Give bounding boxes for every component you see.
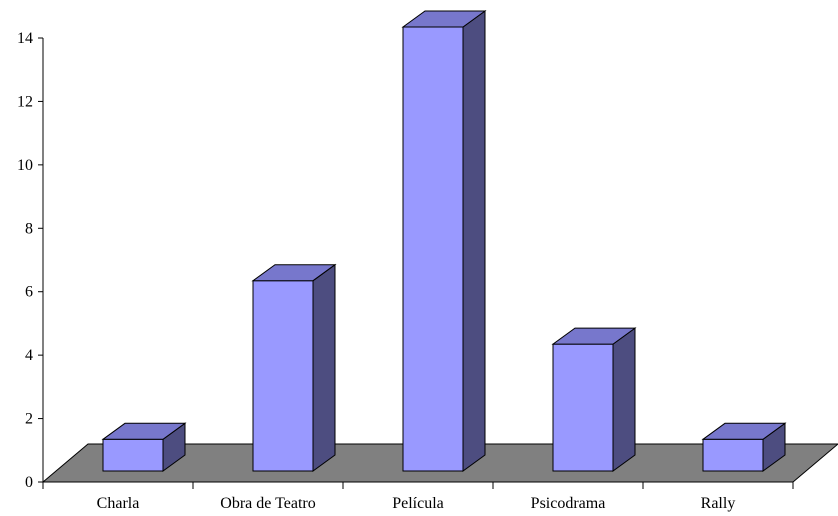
y-tick-label: 0 (25, 474, 33, 491)
y-tick-label: 6 (25, 284, 33, 301)
x-category-label: Psicodrama (531, 495, 606, 512)
y-tick-label: 2 (25, 411, 33, 428)
bar (701, 422, 787, 472)
y-tick-label: 14 (17, 30, 33, 47)
bar-side-face (612, 327, 636, 472)
bar-side-face (312, 263, 336, 472)
bar (251, 263, 337, 472)
bar-top-face (101, 422, 187, 440)
bar-top-face (701, 422, 787, 440)
bar-front-face (402, 26, 464, 472)
y-tick-label: 8 (25, 220, 33, 237)
bar-side-face (462, 10, 486, 472)
y-tick-label: 10 (17, 157, 33, 174)
x-axis-ticks: Charla Obra de Teatro Película Psicodrama Ra… (42, 482, 794, 512)
bar (101, 422, 187, 472)
x-category-label: Rally (701, 495, 736, 512)
y-axis-ticks: 0 2 4 6 8 10 12 14 (17, 30, 43, 491)
bars (101, 10, 787, 472)
bar-top-face (401, 10, 487, 28)
bar (401, 10, 487, 472)
y-tick-label: 4 (25, 347, 33, 364)
x-category-label: Charla (97, 495, 140, 512)
bar-front-face (252, 280, 314, 472)
bar-top-face (551, 327, 637, 345)
bar-front-face (702, 438, 764, 472)
bar-top-face (251, 264, 337, 282)
bar-front-face (552, 343, 614, 472)
bar (551, 327, 637, 472)
x-category-label: Película (392, 495, 444, 512)
x-category-label: Obra de Teatro (220, 495, 315, 512)
bar-front-face (102, 438, 164, 472)
y-tick-label: 12 (17, 93, 33, 110)
